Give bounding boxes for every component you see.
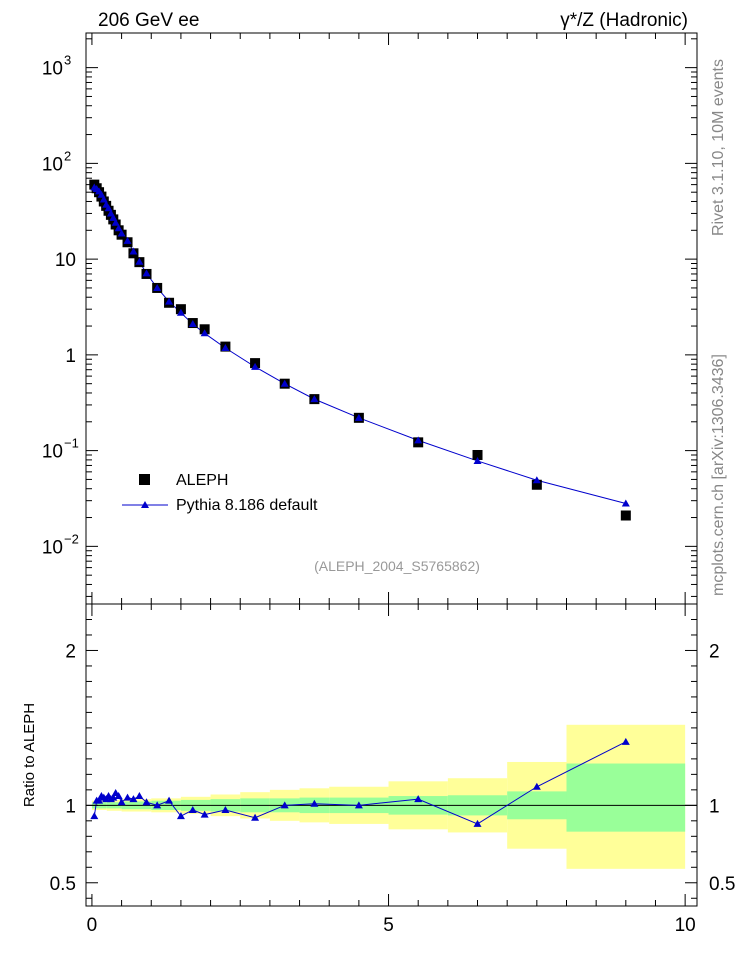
ratio-mc-point — [354, 801, 363, 809]
ratio-y-tick-label: 2 — [65, 641, 76, 662]
ratio-mc-point — [414, 795, 423, 803]
ratio-plot-frame — [85, 603, 698, 907]
pythia-mc-point — [532, 476, 541, 484]
analysis-id-watermark: (ALEPH_2004_S5765862) — [314, 558, 480, 574]
ratio-mc-point — [176, 812, 185, 820]
x-tick-label: 10 — [675, 915, 696, 936]
pythia-mc-point — [97, 190, 106, 198]
pythia-mc-point — [104, 204, 113, 212]
pythia-mc-point — [129, 247, 138, 255]
ratio-mc-point — [142, 798, 151, 806]
pythia-mc-point — [109, 213, 118, 221]
pythia-mc-point — [111, 218, 120, 226]
pythia-mc-point — [251, 362, 260, 370]
pythia-mc-point — [473, 456, 482, 464]
ratio-mc-point — [221, 805, 230, 813]
ratio-mc-point — [153, 801, 162, 809]
pythia-mc-point — [176, 308, 185, 316]
ratio-mc-point — [90, 812, 99, 820]
pythia-mc-point — [280, 379, 289, 387]
ratio-y-tick-label-right: 2 — [709, 641, 720, 662]
pythia-mc-point — [117, 229, 126, 237]
ratio-mc-point — [200, 810, 209, 818]
ratio-panel: 0.5 0.5 1 1 2 2 0 5 10 — [50, 603, 735, 936]
main-y-tick-label: 1 — [65, 346, 76, 367]
main-y-tick-label: 10 — [42, 154, 63, 175]
main-y-tick-label: 10 — [42, 537, 63, 558]
main-plot-frame — [85, 32, 698, 605]
main-y-tick-exponent: −2 — [64, 531, 79, 546]
legend-data-label: ALEPH — [176, 472, 228, 489]
mcplots-reference-label: mcplots.cern.ch [arXiv:1306.3436] — [710, 354, 727, 596]
main-y-tick-exponent: −1 — [64, 436, 79, 451]
ratio-mc-point — [532, 782, 541, 790]
energy-title: 206 GeV ee — [98, 10, 199, 31]
ratio-y-tick-label-right: 1 — [709, 796, 720, 817]
legend-mc-marker — [141, 501, 149, 508]
aleph-data-point — [620, 510, 631, 521]
ratio-mc-point — [251, 813, 260, 821]
pythia-mc-point — [188, 320, 197, 328]
ratio-y-tick-label: 1 — [65, 796, 76, 817]
pythia-mc-point — [142, 269, 151, 277]
ratio-mc-point — [129, 795, 138, 803]
legend-data-marker — [139, 474, 150, 485]
pythia-mc-point — [123, 236, 132, 244]
pythia-mc-point — [153, 283, 162, 291]
ratio-y-tick-label-right: 0.5 — [709, 874, 735, 895]
legend: ALEPH Pythia 8.186 default — [122, 472, 318, 514]
pythia-mc-point — [221, 343, 230, 351]
ratio-mc-point — [135, 792, 144, 800]
ratio-y-axis-label: Ratio to ALEPH — [21, 703, 38, 807]
ratio-mc-point — [114, 792, 123, 800]
pythia-mc-point — [114, 224, 123, 232]
pythia-mc-point — [165, 297, 174, 305]
main-y-tick-exponent: 3 — [64, 53, 71, 68]
pythia-mc-point — [310, 395, 319, 403]
ratio-mc-point — [188, 805, 197, 813]
ratio-mc-point — [123, 793, 132, 801]
pythia-mc-point — [414, 436, 423, 444]
aleph-data-point — [472, 449, 483, 460]
main-y-tick-exponent: 2 — [64, 148, 71, 163]
ratio-inner-uncertainty-band — [566, 763, 686, 832]
pythia-mc-point — [200, 329, 209, 337]
mc-series-line — [94, 187, 626, 505]
ratio-mc-point — [165, 796, 174, 804]
ratio-mc-point — [473, 819, 482, 827]
pythia-mc-point — [621, 499, 630, 507]
ratio-mc-point — [95, 796, 104, 804]
ratio-mc-point — [280, 801, 289, 809]
process-title: γ*/Z (Hadronic) — [560, 10, 688, 31]
main-y-tick-label: 10 — [55, 250, 76, 271]
x-tick-label: 5 — [383, 915, 394, 936]
ratio-y-tick-label: 0.5 — [50, 874, 76, 895]
ratio-mc-point — [117, 798, 126, 806]
rivet-version-label: Rivet 3.1.10, 10M events — [710, 59, 727, 236]
pythia-mc-point — [354, 413, 363, 421]
pythia-mc-point — [135, 257, 144, 265]
legend-mc-label: Pythia 8.186 default — [176, 497, 318, 514]
aleph-data-point — [531, 479, 542, 490]
pythia-mc-point — [99, 195, 108, 203]
ratio-mc-point — [621, 737, 630, 745]
ratio-mc-point — [310, 799, 319, 807]
main-y-tick-label: 10 — [42, 59, 63, 80]
main-y-tick-label: 10 — [42, 442, 63, 463]
x-tick-label: 0 — [87, 915, 98, 936]
aleph-data-point — [199, 324, 210, 335]
